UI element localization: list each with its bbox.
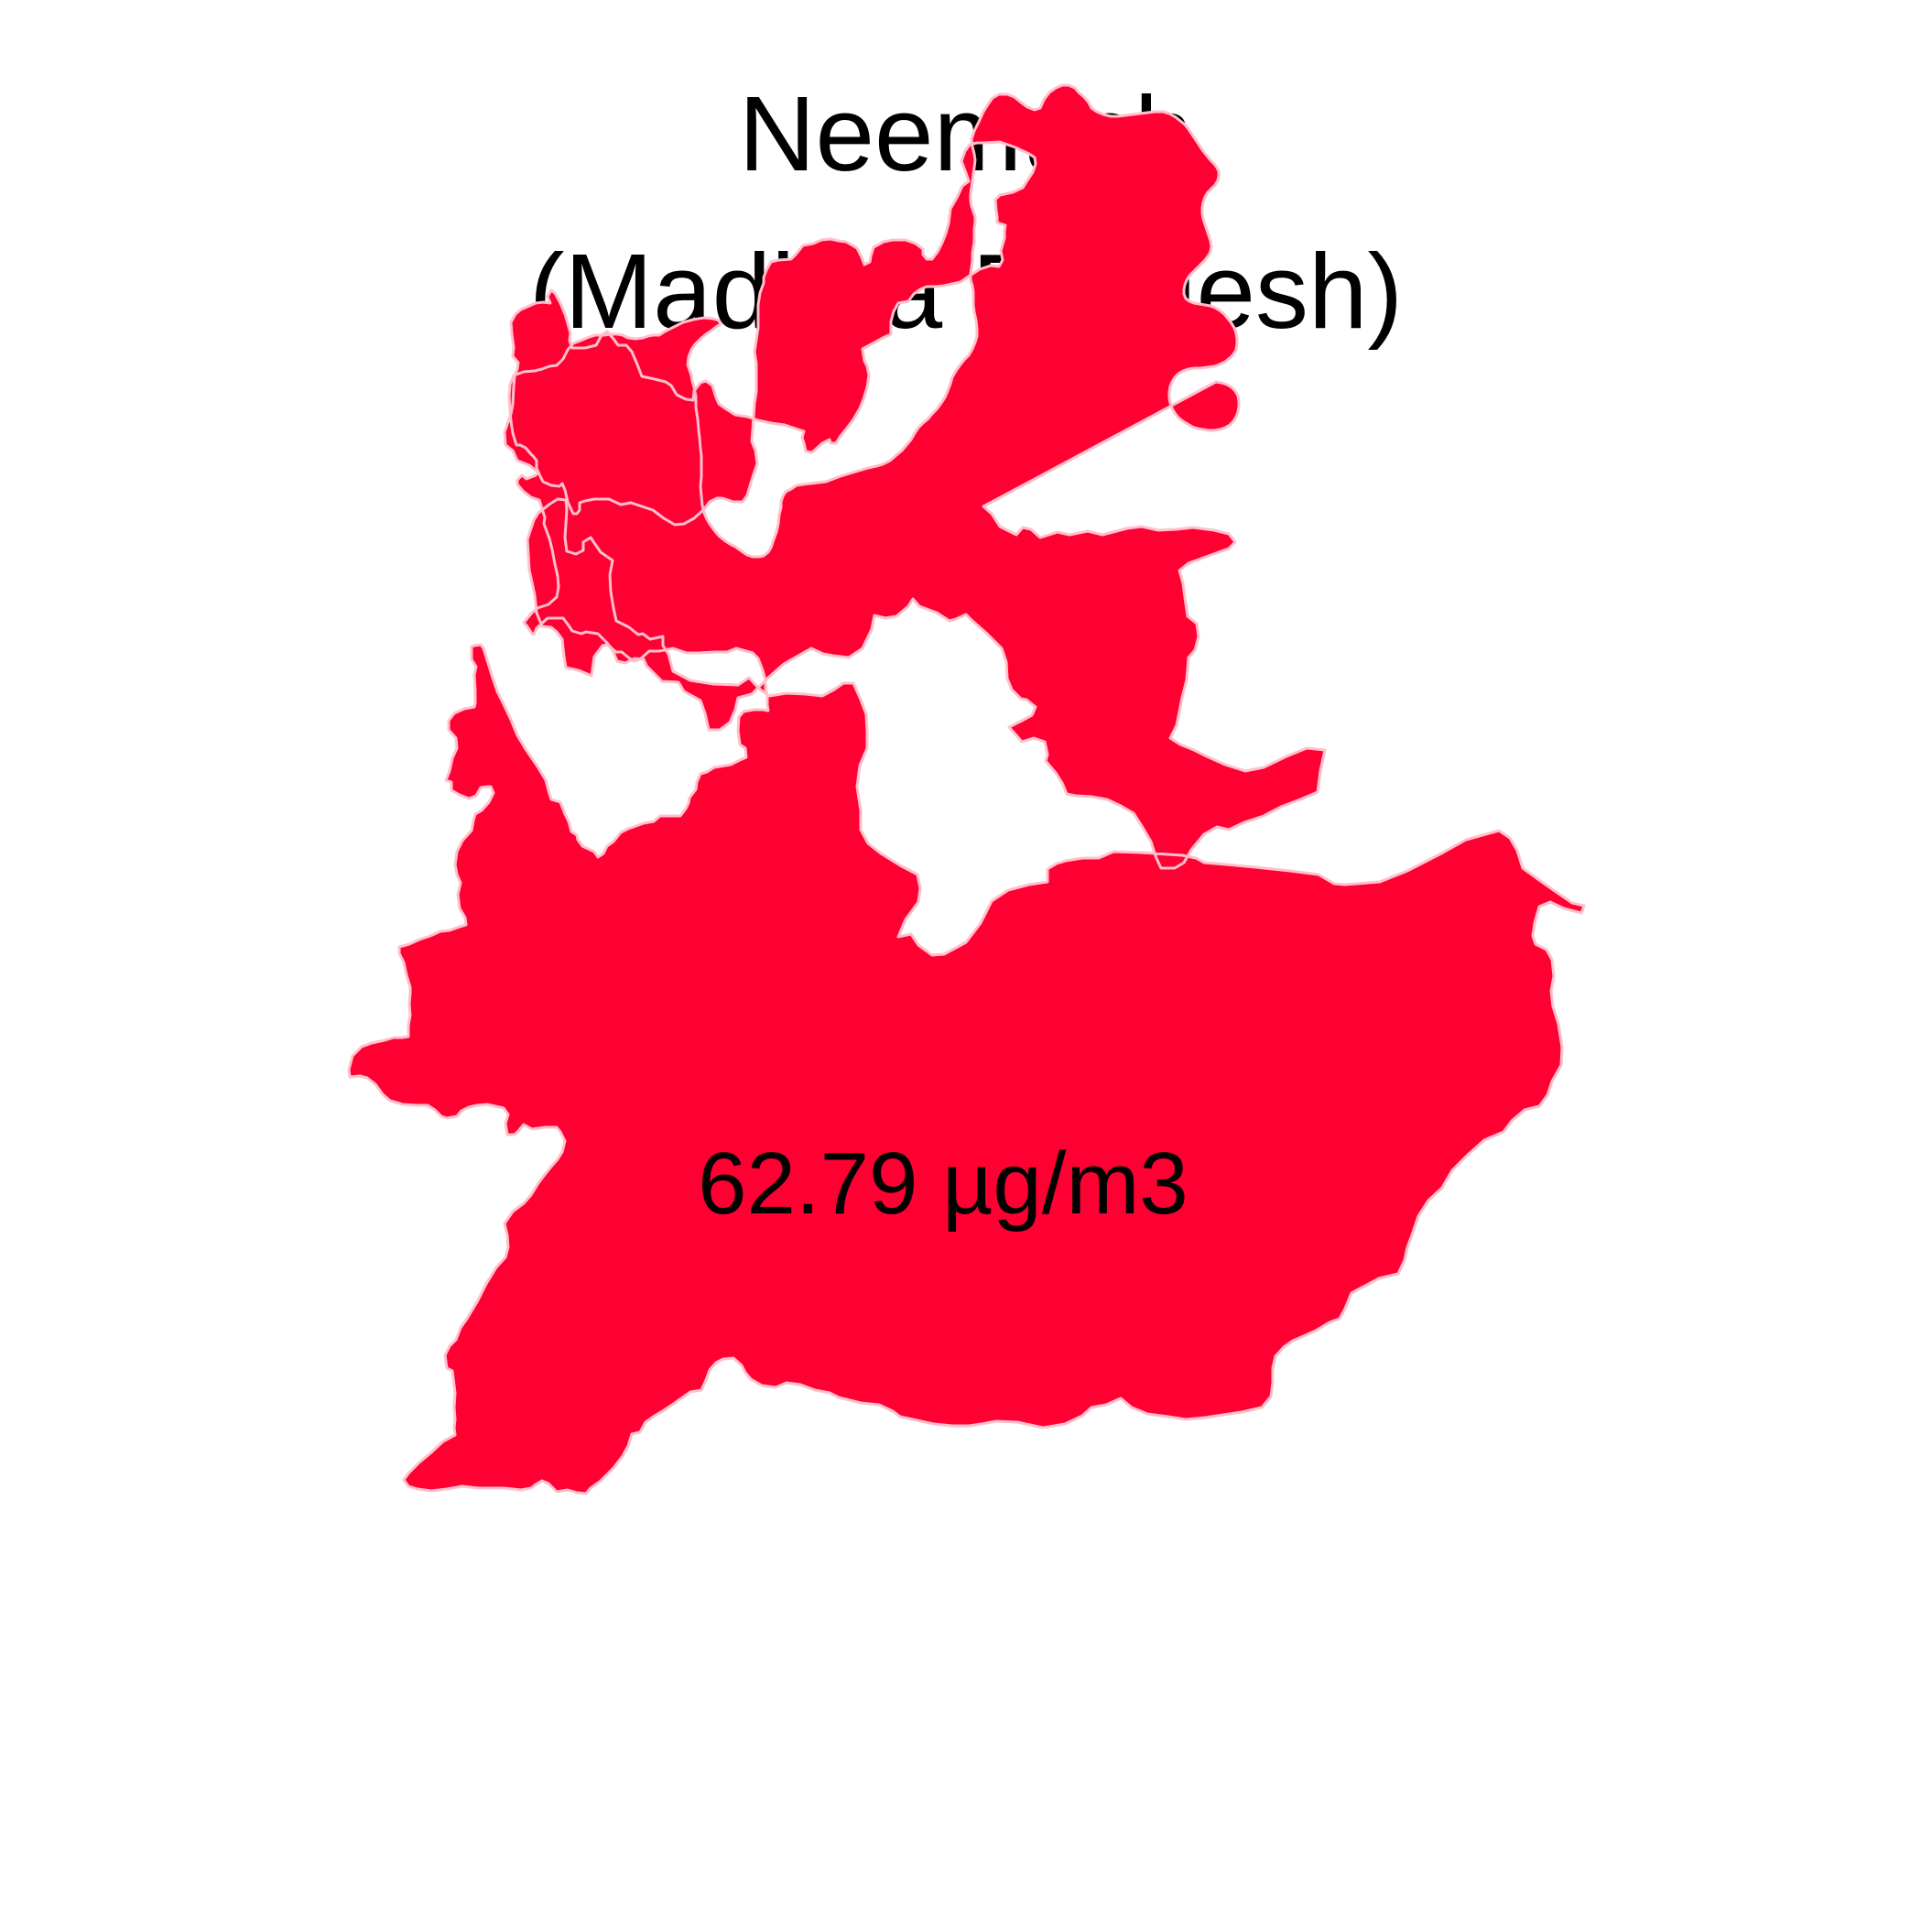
district-shape [347,83,1586,1495]
pm25-value-label: 62.79 µg/m3 [698,1135,1189,1233]
